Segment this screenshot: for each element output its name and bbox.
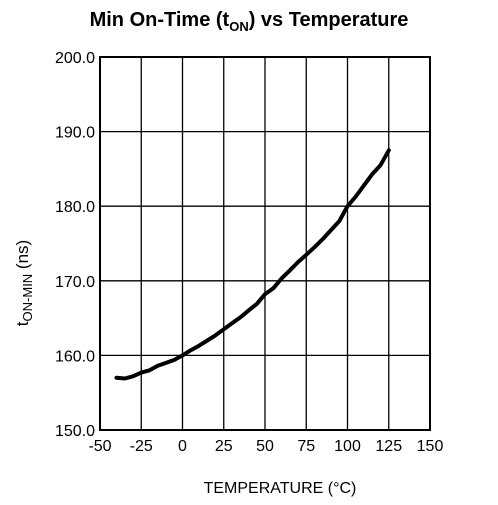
x-tick-label: -50 <box>88 438 111 455</box>
chart-title: Min On-Time (tON) vs Temperature <box>89 9 409 34</box>
plot-border <box>99 56 431 431</box>
y-tick-label: 170.0 <box>55 274 95 291</box>
x-tick-label: 0 <box>178 438 187 455</box>
x-axis-label: TEMPERATURE (°C) <box>203 480 357 497</box>
temperature-curve <box>114 148 391 381</box>
y-axis-label: tON-MIN (ns) <box>13 239 35 327</box>
y-tick-label: 150.0 <box>55 423 95 440</box>
y-tick-label: 190.0 <box>55 125 95 142</box>
data-series <box>114 148 391 381</box>
x-tick-label: 25 <box>215 438 233 455</box>
y-tick-labels: 150.0 160.0 170.0 180.0 190.0 200.0 <box>55 50 95 440</box>
y-tick-label: 200.0 <box>55 50 95 67</box>
x-tick-label: 75 <box>297 438 315 455</box>
x-tick-labels: -50 -25 0 25 50 75 100 125 150 <box>88 438 443 455</box>
x-tick-label: 50 <box>256 438 274 455</box>
y-tick-label: 180.0 <box>55 199 95 216</box>
x-tick-label: -25 <box>130 438 153 455</box>
x-tick-label: 125 <box>375 438 402 455</box>
y-tick-label: 160.0 <box>55 348 95 365</box>
x-tick-label: 100 <box>334 438 361 455</box>
plot-frame <box>99 56 431 431</box>
grid-lines <box>99 56 431 431</box>
x-tick-label: 150 <box>417 438 444 455</box>
